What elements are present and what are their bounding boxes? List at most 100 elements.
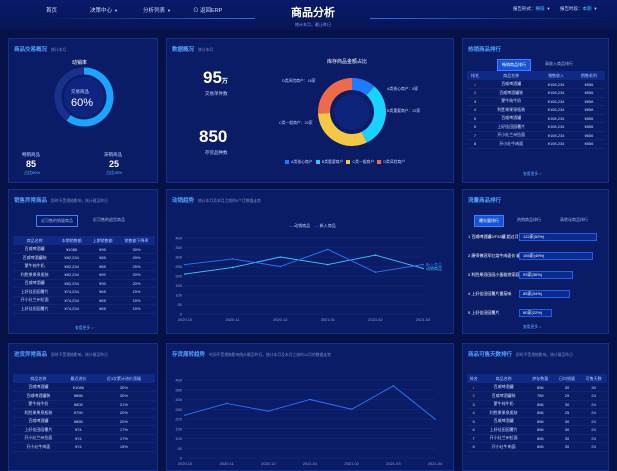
tab-recent-returns[interactable]: 近可售的退货商品: [93, 217, 125, 222]
table-cell: 5: [467, 114, 484, 123]
data-point[interactable]: [279, 256, 281, 258]
table-row[interactable]: 开小灶牛肉面 ¥74 15%: [13, 442, 155, 452]
anomaly-more-link[interactable]: 查看更多 >: [75, 326, 94, 330]
table-cell: 856: [526, 425, 554, 435]
table-row[interactable]: 开小灶兰州拉面 ¥74,234 ¥65 15%: [13, 296, 155, 305]
table-row[interactable]: 百威啤酒罐装 ¥82,234 ¥85 29%: [13, 253, 155, 263]
table-row[interactable]: 4 利胜果果泉瓶装 856 25 24: [467, 408, 607, 418]
table-row[interactable]: 蒙牛纯牛奶 ¥805 21%: [13, 400, 155, 409]
table-row[interactable]: 7 开小灶兰州拉面 856 30 24: [467, 434, 607, 443]
sales-trend-note: 统计本月及本月之前的6个月数据走势: [198, 199, 261, 203]
data-point[interactable]: [422, 263, 424, 266]
report-mode-value: 横排: [535, 6, 545, 11]
data-point[interactable]: [374, 271, 377, 273]
donut-slice[interactable]: [352, 78, 375, 96]
donut-slice[interactable]: [318, 112, 367, 146]
table-row[interactable]: 5 百威啤酒罐 ¥108,234 ¥856: [467, 114, 605, 123]
legend-item-sold: — 动销商品: [289, 223, 310, 228]
data-point[interactable]: [225, 402, 228, 405]
table-row[interactable]: 百威啤酒罐 ¥856 20%: [13, 417, 155, 426]
nav-home[interactable]: 首页: [46, 8, 58, 14]
table-row[interactable]: 上好佳田园薯片 ¥74,234 ¥65 15%: [13, 287, 155, 297]
sales-anomaly-note: 即时不受规格影响，统计截至昨日: [51, 199, 108, 203]
hot-more-link[interactable]: 查看更多 >: [523, 172, 542, 176]
tab-conversion[interactable]: 高转化商品排行: [560, 217, 588, 222]
report-time-select[interactable]: 报告时段：本期 ▼: [560, 6, 597, 12]
tab-recent-sales[interactable]: 近可售的销量商品: [36, 215, 78, 227]
table-cell: ¥856: [572, 114, 605, 123]
data-point[interactable]: [422, 267, 424, 270]
traffic-item-label[interactable]: 3 利胜果冠田园小蛋糕饼家庭: [468, 272, 520, 277]
data-point[interactable]: [434, 418, 436, 420]
table-cell: 856: [526, 400, 554, 409]
table-row[interactable]: 2 百威啤酒罐装 ¥108,234 ¥856: [467, 88, 605, 98]
table-cell: ¥108,234: [539, 88, 573, 98]
table-row[interactable]: 1 百威啤酒罐 ¥108,234 ¥856: [467, 80, 605, 89]
table-cell: ¥108,234: [539, 105, 573, 115]
data-point[interactable]: [309, 398, 311, 401]
table-cell: 百威啤酒罐: [13, 417, 64, 426]
tab-bestseller-ranking[interactable]: 畅销商品排行: [497, 59, 531, 71]
table-cell: ¥108,234: [539, 139, 573, 149]
sku-count-label: 存货品种数: [205, 150, 228, 155]
trade-overview-title: 商品交易概况: [14, 47, 48, 53]
data-point[interactable]: [231, 266, 234, 269]
data-point[interactable]: [267, 410, 270, 412]
data-point[interactable]: [279, 265, 281, 268]
stock-days-table: 排名 商品名称 库存数量 日均销量 可售天数 1 百威啤酒罐 856 30 30 2 百威啤酒罐装 78…: [467, 374, 607, 452]
x-tick-label: 2020.11: [220, 461, 235, 466]
data-point[interactable]: [184, 273, 186, 275]
table-row[interactable]: 蒙牛纯牛奶 ¥82,234 ¥85 25%: [13, 262, 155, 271]
data-point[interactable]: [374, 254, 377, 256]
table-row[interactable]: 3 蒙牛纯牛奶 856 30 24: [467, 400, 607, 409]
data-point[interactable]: [184, 414, 186, 416]
donut-slice[interactable]: [361, 86, 386, 143]
traffic-item-label[interactable]: 5 上好佳田园薯片: [468, 310, 500, 315]
table-cell: 百威啤酒罐装: [480, 391, 527, 401]
traffic-item-label[interactable]: 2 康师傅冠军红烧牛肉面价 罐组: [468, 253, 525, 258]
table-row[interactable]: 利胜果果泉瓶装 ¥82,234 ¥90 20%: [13, 270, 155, 280]
tab-exposure[interactable]: 曝光量排行: [474, 215, 504, 227]
table-row[interactable]: 8 开小灶牛肉面 ¥108,234 ¥856: [467, 139, 605, 149]
panel-title: 存货周转趋势 时间不受规格影响统计截至昨日，统计本月及本月之前的12月的数据走势: [172, 350, 331, 358]
traffic-item-label[interactable]: 1 百威啤酒罐2/F33罐 超过月销售: [468, 234, 527, 239]
x-tick-label: 2021.01: [321, 317, 336, 322]
table-row[interactable]: 6 上好佳田园薯片 ¥108,234 ¥856: [467, 122, 605, 132]
table-row[interactable]: 上好佳田园薯片 ¥74 17%: [13, 425, 155, 435]
table-row[interactable]: 8 开小灶牛肉面 856 30 24: [467, 442, 607, 452]
table-row[interactable]: 利胜果果泉瓶装 ¥790 20%: [13, 408, 155, 418]
tab-hot-sales[interactable]: 热销商品排行: [517, 217, 541, 222]
data-overview-note: 统计本月: [198, 48, 214, 52]
table-row[interactable]: 4 利胜果果泉瓶装 ¥108,234 ¥856: [467, 105, 605, 115]
table-row[interactable]: 百威啤酒罐 ¥1086 ¥95 30%: [13, 245, 155, 254]
table-row[interactable]: 上好佳田园薯片 ¥74,234 ¥65 15%: [13, 304, 155, 314]
traffic-item-label[interactable]: 4 上好佳田园薯片番茄味: [468, 291, 512, 296]
table-cell: 8: [467, 139, 484, 149]
table-row[interactable]: 2 百威啤酒罐装 789 29 24: [467, 391, 607, 401]
donut-slice[interactable]: [318, 78, 352, 114]
nav-back-erp[interactable]: ⊙ 返回ERP: [193, 6, 222, 14]
table-row[interactable]: 3 蒙牛纯牛奶 ¥108,234 ¥856: [467, 97, 605, 106]
data-point[interactable]: [392, 385, 395, 387]
table-row[interactable]: 百威啤酒罐 ¥82,234 ¥90 20%: [13, 279, 155, 288]
table-row[interactable]: 百威啤酒罐装 ¥856 30%: [13, 391, 155, 401]
data-point[interactable]: [327, 248, 329, 251]
table-row[interactable]: 5 百威啤酒罐 856 30 24: [467, 417, 607, 426]
table-row[interactable]: 百威啤酒罐 ¥1086 30%: [13, 383, 155, 392]
data-point[interactable]: [184, 263, 186, 266]
table-cell: ¥74,234: [56, 287, 88, 297]
table-row[interactable]: 6 上好佳田园薯片 856 30 24: [467, 425, 607, 435]
nav-decision-center[interactable]: 决策中心 ▼: [90, 6, 118, 14]
data-point[interactable]: [231, 258, 234, 260]
table-row[interactable]: 开小灶兰州拉面 ¥74 17%: [13, 434, 155, 443]
report-mode-select[interactable]: 报告形式：横排 ▼: [513, 6, 550, 12]
tab-revenue-ranking[interactable]: 高收入商品排行: [545, 61, 573, 66]
traffic-more-link[interactable]: 查看更多 >: [523, 325, 542, 329]
data-point[interactable]: [350, 408, 353, 411]
table-row[interactable]: 1 百威啤酒罐 856 30 30: [467, 383, 607, 392]
table-row[interactable]: 7 开小灶兰州拉面 ¥108,234 ¥856: [467, 131, 605, 140]
data-point[interactable]: [327, 263, 329, 266]
series-end-label: 动销商品: [426, 265, 442, 271]
table-cell: 8: [467, 442, 481, 452]
nav-analysis-list[interactable]: 分析列表 ▼: [143, 6, 171, 14]
